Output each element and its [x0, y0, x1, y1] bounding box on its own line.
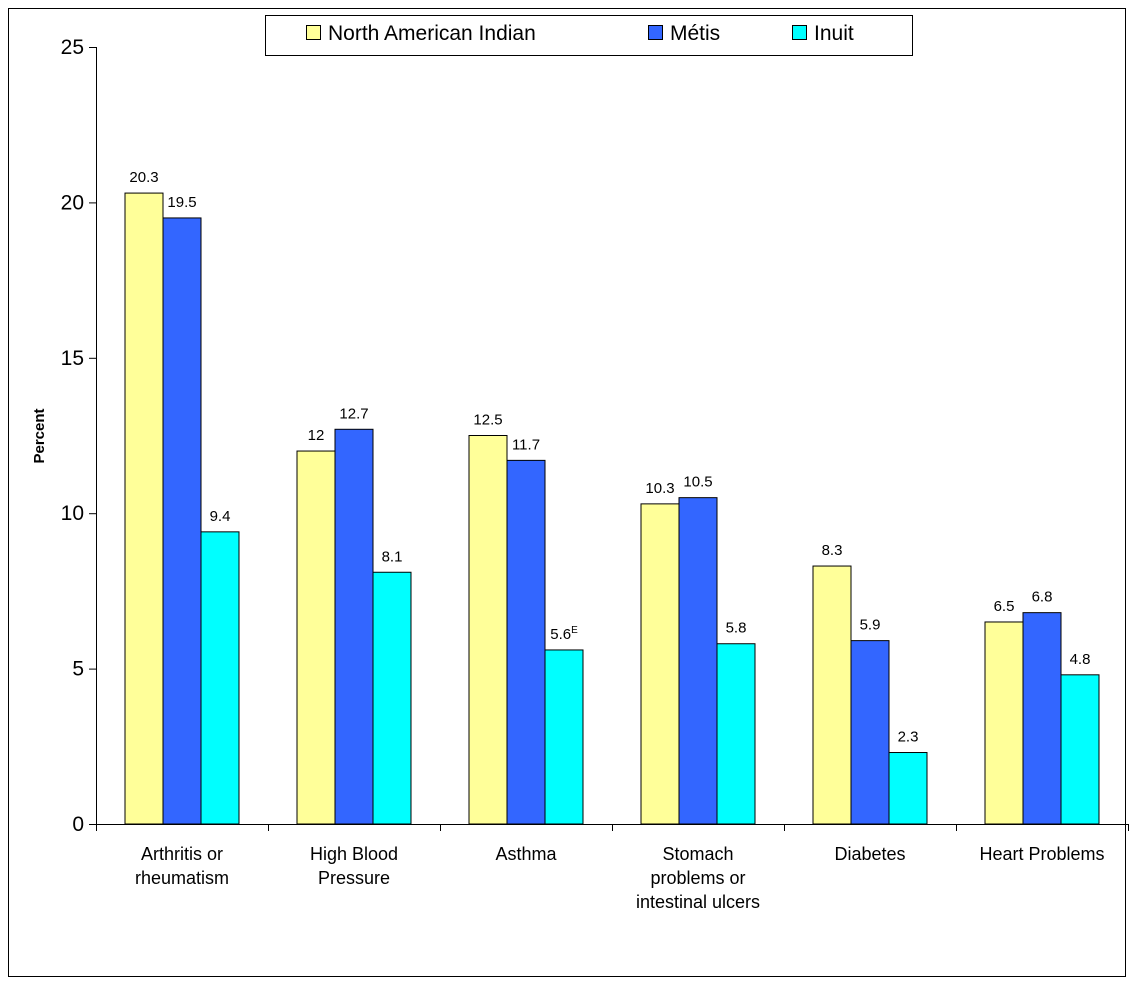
category-label: intestinal ulcers — [636, 892, 760, 912]
bar — [678, 497, 718, 825]
bar — [716, 643, 756, 825]
y-axis: 0 5 10 15 20 25 — [61, 36, 97, 836]
legend-label: North American Indian — [328, 22, 536, 45]
data-label: 2.3 — [898, 729, 919, 746]
legend-label: Inuit — [814, 22, 854, 45]
data-label: 5.9 — [860, 617, 881, 634]
bar — [984, 621, 1024, 825]
bar — [888, 752, 928, 825]
bar — [640, 503, 680, 825]
data-label: 8.3 — [822, 542, 843, 559]
data-label: 5.6E — [550, 625, 578, 643]
category-label: Asthma — [495, 844, 557, 864]
data-label: 9.4 — [210, 508, 231, 525]
data-label: 12 — [308, 427, 325, 444]
bar — [124, 192, 164, 825]
data-label: 11.7 — [512, 436, 540, 453]
category-label: rheumatism — [135, 868, 229, 888]
data-label: 6.8 — [1032, 589, 1053, 606]
bars — [124, 192, 1100, 825]
y-tick-label: 5 — [72, 658, 84, 681]
y-tick-label: 15 — [61, 347, 84, 370]
data-label: 12.5 — [473, 412, 502, 429]
x-axis — [96, 824, 1129, 831]
category-labels: Arthritis or rheumatism High Blood Pressure… — [135, 844, 1105, 912]
bar — [1060, 674, 1100, 825]
bar — [812, 565, 852, 825]
bar — [506, 459, 546, 825]
category-label: Heart Problems — [979, 844, 1104, 864]
chart-frame — [8, 8, 1126, 977]
data-label: 6.5 — [994, 598, 1015, 615]
data-label: 12.7 — [339, 405, 368, 422]
y-tick-label: 20 — [61, 191, 84, 214]
data-label: 10.5 — [683, 474, 712, 491]
y-tick-label: 10 — [61, 502, 84, 525]
bar — [850, 640, 890, 825]
data-label: 19.5 — [167, 194, 196, 211]
bar — [296, 450, 336, 825]
data-labels: 20.3 19.5 9.4 12 12.7 8.1 12.5 11.7 5.6E 10.3 10.5… — [129, 169, 1090, 745]
category-label: Diabetes — [834, 844, 905, 864]
bar — [372, 571, 412, 825]
legend-swatch — [306, 25, 321, 40]
bar — [334, 428, 374, 825]
data-label: 10.3 — [645, 480, 674, 497]
y-tick-label: 25 — [61, 36, 84, 59]
legend-swatch — [648, 25, 663, 40]
y-axis-label: Percent — [31, 408, 48, 463]
data-label: 5.8 — [726, 620, 747, 637]
data-label: 20.3 — [129, 169, 158, 186]
legend-swatch — [792, 25, 807, 40]
bar — [200, 531, 240, 825]
category-label: Stomach — [662, 844, 733, 864]
data-label-superscript: E — [571, 625, 578, 636]
y-tick-label: 0 — [72, 813, 84, 836]
bar — [544, 649, 584, 825]
legend-label: Métis — [670, 22, 720, 45]
data-label: 4.8 — [1070, 651, 1091, 668]
category-label: Arthritis or — [141, 844, 223, 864]
bar — [468, 435, 508, 825]
data-label: 8.1 — [382, 548, 403, 565]
bar — [1022, 612, 1062, 825]
category-label: High Blood — [310, 844, 398, 864]
legend: North American Indian Métis Inuit — [265, 15, 913, 56]
category-label: Pressure — [318, 868, 390, 888]
category-label: problems or — [650, 868, 745, 888]
bar — [162, 217, 202, 825]
